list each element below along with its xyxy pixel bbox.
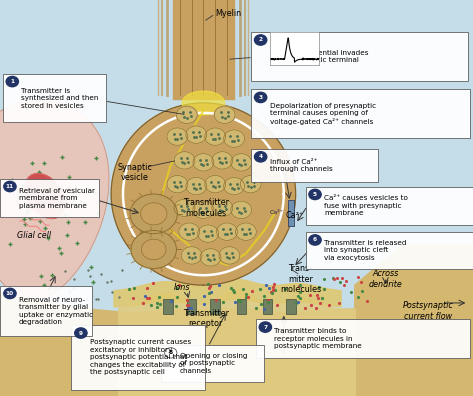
Circle shape <box>205 128 226 145</box>
Circle shape <box>167 128 188 145</box>
Circle shape <box>219 247 240 264</box>
FancyBboxPatch shape <box>0 179 99 217</box>
FancyBboxPatch shape <box>251 149 378 182</box>
Text: 8: 8 <box>169 350 173 355</box>
Circle shape <box>240 175 261 193</box>
Polygon shape <box>111 103 296 285</box>
Circle shape <box>176 106 197 124</box>
Circle shape <box>212 152 233 169</box>
Circle shape <box>200 249 221 266</box>
FancyBboxPatch shape <box>256 319 470 358</box>
Circle shape <box>75 328 87 338</box>
Text: 7: 7 <box>263 325 267 329</box>
Circle shape <box>174 199 195 217</box>
FancyBboxPatch shape <box>306 232 473 269</box>
Circle shape <box>224 130 245 147</box>
Text: Synaptic
vesicle: Synaptic vesicle <box>117 163 152 182</box>
Polygon shape <box>173 0 234 99</box>
Text: 6: 6 <box>313 238 317 242</box>
Text: Ca²⁺: Ca²⁺ <box>270 210 284 215</box>
Text: Retrieval of vesicular
membrane from
plasma membrane: Retrieval of vesicular membrane from pla… <box>19 187 95 209</box>
Circle shape <box>6 76 18 87</box>
Ellipse shape <box>25 173 65 219</box>
Circle shape <box>179 223 200 240</box>
Text: Removal of neuro-
transmitter by glial
uptake or enzymatic
degradation: Removal of neuro- transmitter by glial u… <box>19 297 93 325</box>
Text: 1: 1 <box>10 79 14 84</box>
Text: Postsynaptic current causes
excitatory or inhibitory
postsynaptic potential that: Postsynaptic current causes excitatory o… <box>90 339 191 375</box>
FancyBboxPatch shape <box>210 299 220 314</box>
Text: Depolarization of presynaptic
terminal causes opening of
voltage-gated Ca²⁺ chan: Depolarization of presynaptic terminal c… <box>270 103 376 125</box>
FancyBboxPatch shape <box>163 299 173 314</box>
Circle shape <box>254 92 267 103</box>
Text: Trans-
mitter
molecules: Trans- mitter molecules <box>280 264 321 294</box>
FancyBboxPatch shape <box>263 299 272 314</box>
Text: Ca²⁺ causes vesicles to
fuse with presynaptic
membrane: Ca²⁺ causes vesicles to fuse with presyn… <box>324 195 408 217</box>
Circle shape <box>186 126 207 143</box>
Text: 4: 4 <box>259 154 263 159</box>
Polygon shape <box>355 246 473 317</box>
Circle shape <box>259 322 272 332</box>
Circle shape <box>165 348 177 358</box>
Circle shape <box>205 175 226 193</box>
Circle shape <box>214 106 235 124</box>
FancyBboxPatch shape <box>71 325 205 390</box>
FancyBboxPatch shape <box>236 299 246 314</box>
Text: Transmitter
receptor: Transmitter receptor <box>183 309 229 328</box>
Circle shape <box>309 235 321 245</box>
Text: Transmitter
molecules: Transmitter molecules <box>183 198 229 217</box>
Polygon shape <box>0 285 473 396</box>
Circle shape <box>181 247 202 264</box>
Text: 3: 3 <box>259 95 263 100</box>
Circle shape <box>309 189 321 200</box>
Circle shape <box>231 201 252 219</box>
Circle shape <box>141 239 166 260</box>
Text: 2: 2 <box>259 38 263 42</box>
Text: Ions: Ions <box>174 283 190 291</box>
Circle shape <box>4 181 16 192</box>
Circle shape <box>174 152 195 169</box>
Text: Across
dendrite: Across dendrite <box>368 270 403 289</box>
Circle shape <box>193 201 214 219</box>
Circle shape <box>224 177 245 195</box>
Text: Influx of Ca²⁺
through channels: Influx of Ca²⁺ through channels <box>270 158 333 172</box>
FancyBboxPatch shape <box>286 299 296 314</box>
Circle shape <box>236 223 256 240</box>
FancyBboxPatch shape <box>306 187 473 225</box>
FancyBboxPatch shape <box>3 74 106 122</box>
Circle shape <box>254 35 267 45</box>
FancyBboxPatch shape <box>251 32 468 81</box>
Text: 5: 5 <box>313 192 317 197</box>
Circle shape <box>198 225 219 242</box>
Circle shape <box>186 177 207 195</box>
FancyBboxPatch shape <box>0 286 92 336</box>
Circle shape <box>167 175 188 193</box>
FancyBboxPatch shape <box>251 89 470 138</box>
Text: 9: 9 <box>79 331 83 335</box>
Text: Transmitter is released
into synaptic cleft
via exocytosis: Transmitter is released into synaptic cl… <box>324 240 406 261</box>
Circle shape <box>193 154 214 171</box>
Text: 10: 10 <box>6 291 14 296</box>
Ellipse shape <box>182 91 225 115</box>
Text: Transmitter binds to
receptor molecules in
postsynaptic membrane: Transmitter binds to receptor molecules … <box>274 328 362 349</box>
FancyBboxPatch shape <box>187 299 196 314</box>
Circle shape <box>254 152 267 162</box>
Circle shape <box>231 154 252 171</box>
Circle shape <box>130 194 177 234</box>
Circle shape <box>140 203 167 225</box>
Text: An action potential invades
the presynaptic terminal: An action potential invades the presynap… <box>270 50 368 63</box>
Circle shape <box>131 230 176 268</box>
Polygon shape <box>0 101 109 300</box>
Circle shape <box>212 199 233 217</box>
Text: 11: 11 <box>6 184 14 189</box>
FancyBboxPatch shape <box>161 345 264 382</box>
Text: Opening or closing
of postsynaptic
channels: Opening or closing of postsynaptic chann… <box>180 353 247 374</box>
Circle shape <box>217 223 237 240</box>
Text: Glial cell: Glial cell <box>17 231 51 240</box>
FancyBboxPatch shape <box>288 200 294 226</box>
Text: Myelin: Myelin <box>215 10 241 18</box>
Circle shape <box>4 288 16 299</box>
Text: Postsynaptic
current flow: Postsynaptic current flow <box>403 301 454 320</box>
Text: Transmitter is
synthesized and then
stored in vesicles: Transmitter is synthesized and then stor… <box>21 88 99 109</box>
Text: Ca²⁺: Ca²⁺ <box>285 211 303 220</box>
